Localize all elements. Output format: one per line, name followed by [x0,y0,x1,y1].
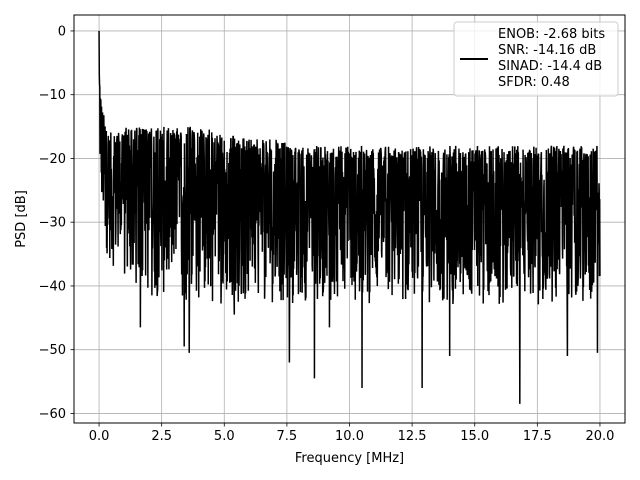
x-tick-label: 5.0 [214,429,235,444]
x-tick-label: 7.5 [277,429,298,444]
data-series [98,30,601,404]
x-tick-label: 20.0 [585,429,614,444]
x-tick-label: 10.0 [335,429,364,444]
x-tick-label: 12.5 [398,429,427,444]
x-tick-label: 0.0 [89,429,110,444]
psd-series-line [98,30,601,404]
x-tick-label: 2.5 [151,429,172,444]
y-tick-label: −30 [39,216,66,231]
y-tick-label: −10 [39,88,66,103]
legend: ENOB: -2.68 bits SNR: -14.16 dB SINAD: -14… [453,21,619,97]
legend-box [453,21,619,97]
y-tick-label: −50 [39,343,66,358]
y-tick-label: 0 [58,24,66,39]
legend-label: ENOB: -2.68 bits SNR: -14.16 dB SINAD: -14… [498,27,605,90]
y-tick-label: −40 [39,279,66,294]
legend-label-line: SINAD: -14.4 dB [498,59,602,74]
legend-label-line: SNR: -14.16 dB [498,43,596,58]
x-axis-ticks: 0.0 2.5 5.0 7.5 10.0 12.5 15.0 17.5 20.0 [89,423,614,444]
x-tick-label: 15.0 [460,429,489,444]
legend-label-line: SFDR: 0.48 [498,75,570,90]
x-axis-label: Frequency [MHz] [295,451,404,466]
y-axis-label: PSD [dB] [14,190,29,248]
y-axis-ticks: 0 −10 −20 −30 −40 −50 −60 [39,24,74,422]
y-tick-label: −60 [39,407,66,422]
legend-label-line: ENOB: -2.68 bits [498,27,605,42]
x-tick-label: 17.5 [523,429,552,444]
y-tick-label: −20 [39,152,66,167]
